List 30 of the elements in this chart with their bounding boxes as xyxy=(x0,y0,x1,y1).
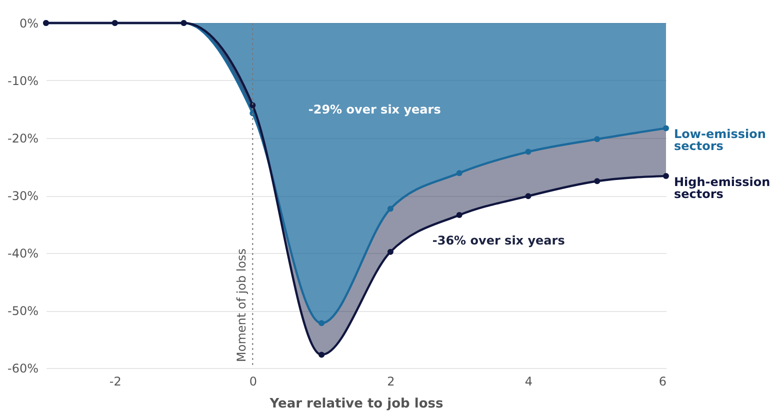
y-tick-label: -50% xyxy=(7,304,38,318)
series-label: High-emission sectors xyxy=(674,174,770,201)
point xyxy=(318,352,325,358)
y-tick-label: -10% xyxy=(7,74,38,88)
y-tick-label: -60% xyxy=(7,362,38,376)
x-tick-label: 6 xyxy=(658,374,666,388)
y-tick-label: -30% xyxy=(7,189,38,203)
ref-line-label: Moment of job loss xyxy=(234,248,249,362)
series-label: Low-emission sectors xyxy=(674,127,766,154)
x-tick-label: -2 xyxy=(109,374,122,388)
point xyxy=(663,172,669,179)
point xyxy=(663,125,669,132)
point xyxy=(456,170,462,176)
point xyxy=(525,193,532,200)
point xyxy=(594,136,600,142)
point xyxy=(456,212,462,218)
x-tick-label: 4 xyxy=(524,374,533,388)
point xyxy=(594,178,600,184)
y-tick-label: -40% xyxy=(7,246,38,260)
point xyxy=(525,148,532,155)
x-axis-title: Year relative to job loss xyxy=(268,396,444,412)
y-tick-label: 0% xyxy=(19,16,38,30)
x-tick-label: 2 xyxy=(387,374,395,388)
annotation: -29% over six years xyxy=(308,102,441,116)
y-tick-label: -20% xyxy=(7,132,38,146)
point xyxy=(387,206,394,212)
point xyxy=(318,320,325,326)
point xyxy=(387,248,394,255)
annotation: -36% over six years xyxy=(432,233,565,248)
x-tick-label: 0 xyxy=(249,374,257,388)
